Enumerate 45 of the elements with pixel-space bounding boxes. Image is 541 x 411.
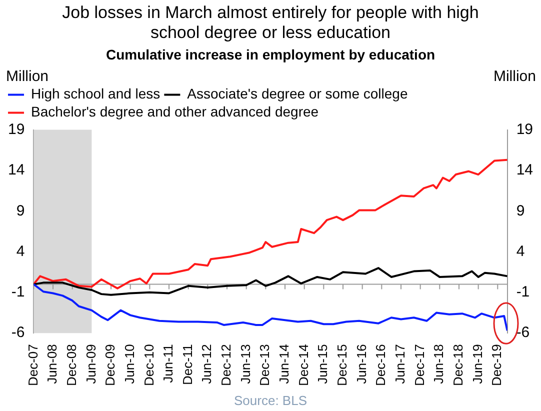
x-tick-label: Dec-16 bbox=[373, 344, 388, 386]
y-axis-title: Million bbox=[6, 68, 49, 85]
x-tick-label: Dec-17 bbox=[412, 344, 427, 386]
y2-tick-label: -1 bbox=[516, 284, 530, 301]
y2-tick-label: -6 bbox=[516, 324, 530, 342]
y-tick-label: -6 bbox=[11, 324, 25, 342]
legend-label: High school and less bbox=[31, 86, 160, 102]
x-tick-label: Jun-17 bbox=[392, 344, 408, 384]
y-tick-label: 4 bbox=[16, 242, 25, 260]
x-tick-label: Dec-15 bbox=[334, 344, 350, 386]
x-tick-label: Dec-12 bbox=[218, 344, 234, 386]
x-tick-label: Dec-09 bbox=[102, 344, 118, 386]
chart-title: Job losses in March almost entirely for people with high school degree or less education bbox=[61, 2, 480, 44]
y-tick-label: 14 bbox=[8, 162, 25, 179]
x-tick-label: Jun-11 bbox=[160, 344, 176, 383]
x-tick-label: Jun-18 bbox=[431, 344, 446, 384]
y-tick-label: 9 bbox=[16, 202, 25, 220]
legend-label: Associate's degree or some college bbox=[187, 86, 408, 102]
y2-tick-label: 14 bbox=[516, 162, 534, 179]
x-tick-label: Jun-08 bbox=[44, 344, 60, 384]
y-tick-label: 19 bbox=[8, 120, 25, 138]
x-tick-label: Jun-09 bbox=[83, 344, 98, 384]
x-tick-label: Dec-10 bbox=[141, 344, 156, 386]
x-tick-label: Dec-14 bbox=[296, 344, 311, 386]
x-tick-label: Dec-18 bbox=[450, 344, 466, 386]
x-tick-label: Dec-07 bbox=[25, 344, 40, 386]
y-tick-label: -1 bbox=[11, 284, 25, 301]
y2-tick-label: 19 bbox=[516, 120, 534, 138]
x-tick-label: Jun-14 bbox=[276, 344, 292, 384]
x-tick-label: Jun-13 bbox=[238, 344, 253, 384]
x-tick-label: Jun-16 bbox=[354, 344, 369, 384]
x-tick-label: Jun-15 bbox=[315, 344, 330, 384]
y2-axis-title: Million bbox=[493, 68, 536, 85]
x-tick-label: Dec-08 bbox=[64, 344, 79, 386]
chart-subtitle: Cumulative increase in employment by education bbox=[106, 46, 436, 62]
y2-tick-label: 9 bbox=[516, 202, 525, 220]
legend-label: Bachelor's degree and other advanced degree bbox=[31, 104, 319, 120]
y2-tick-label: 4 bbox=[516, 242, 525, 260]
x-tick-label: Dec-11 bbox=[180, 344, 195, 386]
x-tick-label: Jun-10 bbox=[122, 344, 137, 384]
x-tick-label: Jun-12 bbox=[199, 344, 214, 384]
x-tick-label: Jun-19 bbox=[470, 344, 485, 384]
x-tick-label: Dec-13 bbox=[257, 344, 272, 386]
x-tick-label: Dec-19 bbox=[489, 344, 504, 386]
source-note: Source: BLS bbox=[234, 393, 308, 408]
